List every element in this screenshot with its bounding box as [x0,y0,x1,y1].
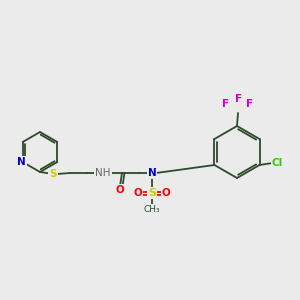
Text: F: F [222,99,230,109]
Text: NH: NH [95,168,111,178]
Text: N: N [17,157,26,167]
Text: F: F [246,99,254,109]
Text: O: O [116,185,124,195]
Text: S: S [148,188,156,198]
Text: S: S [49,169,57,179]
Text: O: O [162,188,170,198]
Text: CH₃: CH₃ [144,205,160,214]
Text: N: N [148,168,156,178]
Text: O: O [134,188,142,198]
Text: F: F [236,94,243,104]
Text: Cl: Cl [272,158,283,168]
